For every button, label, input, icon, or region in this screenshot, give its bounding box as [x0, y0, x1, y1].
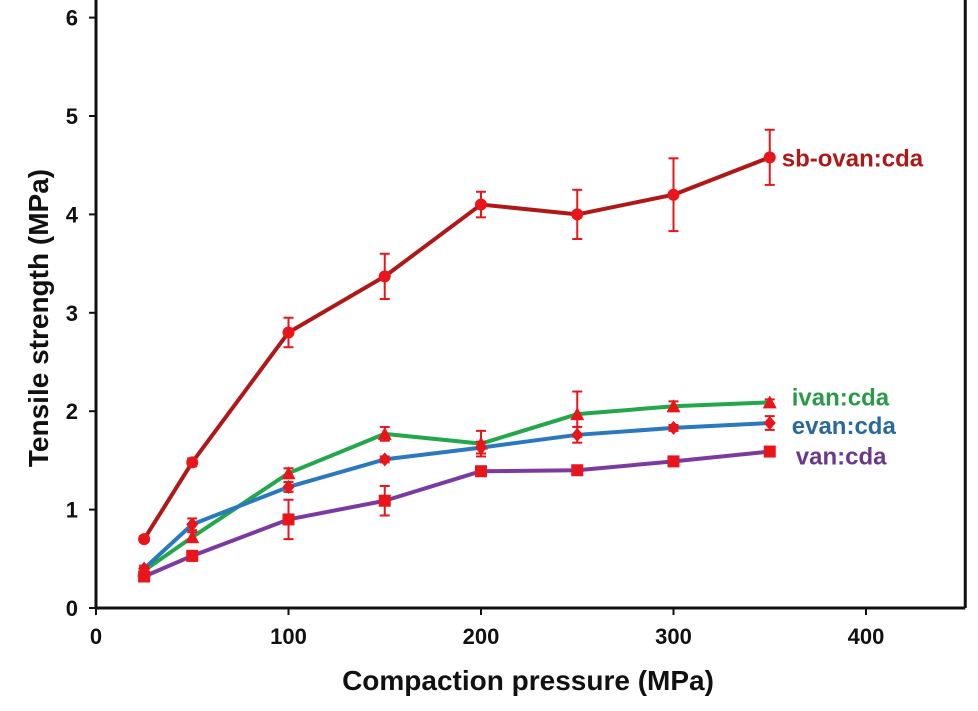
data-point-square [378, 494, 391, 507]
series-line [142, 155, 771, 541]
x-axis-title: Compaction pressure (MPa) [342, 665, 714, 696]
data-point-triangle [185, 530, 200, 544]
data-point-square [186, 549, 199, 562]
data-point-circle [378, 270, 391, 283]
data-point-circle [667, 188, 680, 201]
data-point-triangle [666, 399, 681, 413]
series-line [143, 449, 770, 579]
data-point-square [282, 513, 295, 526]
data-point-diamond [475, 440, 487, 455]
series-sb-ovan-cda: sb-ovan:cda [138, 128, 924, 546]
data-point-diamond [282, 479, 295, 494]
data-point-triangle [570, 407, 585, 421]
data-point-diamond [763, 416, 776, 431]
y-tick-label: 3 [66, 301, 78, 326]
series-line [142, 400, 770, 573]
x-tick-label: 400 [848, 624, 885, 649]
data-point-square [138, 570, 151, 583]
y-tick-label: 0 [66, 596, 78, 621]
series-ivan-cda: ivan:cda [137, 384, 890, 577]
data-point-circle [571, 208, 584, 221]
series-label: sb-ovan:cda [782, 145, 924, 172]
series-evan-cda: evan:cda [138, 413, 896, 576]
data-point-circle [282, 326, 295, 339]
series-label: evan:cda [792, 413, 897, 440]
data-point-circle [475, 198, 487, 211]
y-tick-label: 4 [66, 202, 79, 227]
data-point-triangle [377, 426, 392, 440]
x-tick-label: 0 [90, 624, 102, 649]
y-tick-label: 5 [66, 104, 78, 129]
data-point-square [571, 464, 584, 477]
data-point-diamond [571, 427, 584, 442]
data-point-diamond [378, 452, 391, 467]
y-tick-label: 1 [66, 498, 78, 523]
x-tick-label: 300 [655, 624, 692, 649]
x-tick-label: 100 [270, 624, 307, 649]
series-label: van:cda [796, 444, 887, 471]
data-point-triangle [281, 466, 296, 480]
data-point-square [667, 455, 680, 468]
series-label: ivan:cda [792, 384, 890, 411]
y-tick-label: 2 [66, 399, 78, 424]
data-point-square [475, 465, 487, 478]
x-tick-label: 200 [463, 624, 500, 649]
y-tick-label: 6 [66, 6, 78, 31]
series-van-cda: van:cda [138, 444, 887, 583]
data-point-diamond [186, 517, 199, 532]
data-point-triangle [762, 395, 777, 409]
data-point-circle [186, 456, 199, 469]
axes: 0 100 200 300 400 0 1 2 3 4 5 6 [66, 0, 967, 649]
data-point-square [763, 445, 776, 458]
series-line [142, 421, 770, 571]
data-point-circle [763, 151, 776, 164]
y-axis-title: Tensile strength (MPa) [23, 169, 54, 467]
data-point-diamond [667, 420, 680, 435]
data-point-circle [138, 533, 151, 546]
